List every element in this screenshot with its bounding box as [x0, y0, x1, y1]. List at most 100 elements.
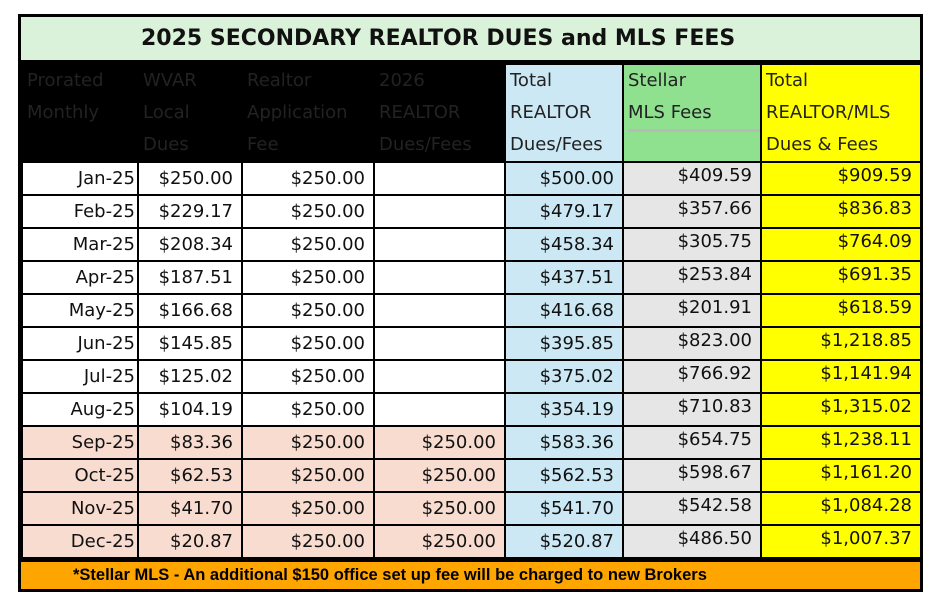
renewal-dues-cell	[373, 392, 506, 427]
local-dues-cell: $62.53	[137, 458, 243, 493]
total-dues-cell: $416.68	[504, 293, 624, 328]
month-cell: Dec-25	[21, 524, 139, 559]
local-dues-cell: $145.85	[137, 326, 243, 361]
grand-total-cell: $1,315.02	[760, 392, 922, 427]
header-row: Prorated Monthly WVAR Local Dues Realtor App…	[21, 63, 922, 163]
month-cell: Mar-25	[21, 227, 139, 262]
local-dues-cell: $20.87	[137, 524, 243, 559]
month-cell: Jun-25	[21, 326, 139, 361]
grand-total-cell: $1,238.11	[760, 425, 922, 460]
mls-fees-cell: $357.66	[622, 194, 762, 229]
total-dues-cell: $375.02	[504, 359, 624, 394]
month-cell: May-25	[21, 293, 139, 328]
fees-table: Prorated Monthly WVAR Local Dues Realtor App…	[21, 63, 922, 559]
month-cell: Jul-25	[21, 359, 139, 394]
footnote: *Stellar MLS - An additional $150 office…	[21, 559, 920, 589]
local-dues-cell: $125.02	[137, 359, 243, 394]
application-fee-cell: $250.00	[241, 524, 375, 559]
grand-total-cell: $618.59	[760, 293, 922, 328]
month-cell: Apr-25	[21, 260, 139, 295]
dues-fees-sheet: 2025 SECONDARY REALTOR DUES and MLS FEES…	[18, 14, 923, 592]
month-cell: Aug-25	[21, 392, 139, 427]
renewal-dues-cell	[373, 194, 506, 229]
month-cell: Oct-25	[21, 458, 139, 493]
application-fee-cell: $250.00	[241, 161, 375, 196]
local-dues-cell: $250.00	[137, 161, 243, 196]
total-dues-cell: $562.53	[504, 458, 624, 493]
table-row: Apr-25 $187.51 $250.00 $437.51 $253.84 $691.3…	[21, 260, 922, 295]
total-dues-cell: $583.36	[504, 425, 624, 460]
grand-total-cell: $764.09	[760, 227, 922, 262]
application-fee-cell: $250.00	[241, 326, 375, 361]
table-row: Sep-25 $83.36 $250.00 $250.00 $583.36 $654.75…	[21, 425, 922, 460]
month-cell: Jan-25	[21, 161, 139, 196]
month-cell: Nov-25	[21, 491, 139, 526]
header-stellar-mls-fees: Stellar MLS Fees	[622, 63, 762, 163]
grand-total-cell: $1,007.37	[760, 524, 922, 559]
application-fee-cell: $250.00	[241, 425, 375, 460]
table-row: Jan-25 $250.00 $250.00 $500.00 $409.59 $909.5…	[21, 161, 922, 196]
local-dues-cell: $104.19	[137, 392, 243, 427]
application-fee-cell: $250.00	[241, 359, 375, 394]
grand-total-cell: $1,161.20	[760, 458, 922, 493]
total-dues-cell: $354.19	[504, 392, 624, 427]
table-row: May-25 $166.68 $250.00 $416.68 $201.91 $618.5…	[21, 293, 922, 328]
table-row: Aug-25 $104.19 $250.00 $354.19 $710.83 $1,315…	[21, 392, 922, 427]
total-dues-cell: $395.85	[504, 326, 624, 361]
total-dues-cell: $437.51	[504, 260, 624, 295]
table-row: Jun-25 $145.85 $250.00 $395.85 $823.00 $1,218…	[21, 326, 922, 361]
application-fee-cell: $250.00	[241, 194, 375, 229]
page-title: 2025 SECONDARY REALTOR DUES and MLS FEES	[21, 17, 920, 63]
renewal-dues-cell: $250.00	[373, 425, 506, 460]
application-fee-cell: $250.00	[241, 260, 375, 295]
grand-total-cell: $1,084.28	[760, 491, 922, 526]
mls-fees-cell: $201.91	[622, 293, 762, 328]
mls-fees-cell: $409.59	[622, 161, 762, 196]
month-cell: Feb-25	[21, 194, 139, 229]
renewal-dues-cell	[373, 260, 506, 295]
renewal-dues-cell	[373, 227, 506, 262]
mls-fees-cell: $253.84	[622, 260, 762, 295]
header-total-realtor-dues: Total REALTOR Dues/Fees	[504, 63, 624, 163]
mls-fees-cell: $654.75	[622, 425, 762, 460]
header-wvar-local-dues: WVAR Local Dues	[137, 63, 243, 163]
renewal-dues-cell: $250.00	[373, 491, 506, 526]
application-fee-cell: $250.00	[241, 392, 375, 427]
grand-total-cell: $691.35	[760, 260, 922, 295]
month-cell: Sep-25	[21, 425, 139, 460]
total-dues-cell: $458.34	[504, 227, 624, 262]
grand-total-cell: $909.59	[760, 161, 922, 196]
local-dues-cell: $166.68	[137, 293, 243, 328]
application-fee-cell: $250.00	[241, 458, 375, 493]
header-total-realtor-mls: Total REALTOR/MLS Dues & Fees	[760, 63, 922, 163]
local-dues-cell: $208.34	[137, 227, 243, 262]
grand-total-cell: $1,141.94	[760, 359, 922, 394]
total-dues-cell: $479.17	[504, 194, 624, 229]
mls-fees-cell: $305.75	[622, 227, 762, 262]
grand-total-cell: $1,218.85	[760, 326, 922, 361]
mls-fees-cell: $542.58	[622, 491, 762, 526]
grand-total-cell: $836.83	[760, 194, 922, 229]
header-prorated-monthly: Prorated Monthly	[21, 63, 139, 163]
total-dues-cell: $541.70	[504, 491, 624, 526]
table-row: Jul-25 $125.02 $250.00 $375.02 $766.92 $1,141…	[21, 359, 922, 394]
renewal-dues-cell	[373, 293, 506, 328]
mls-fees-cell: $710.83	[622, 392, 762, 427]
renewal-dues-cell: $250.00	[373, 458, 506, 493]
table-row: Dec-25 $20.87 $250.00 $250.00 $520.87 $486.50…	[21, 524, 922, 559]
local-dues-cell: $83.36	[137, 425, 243, 460]
local-dues-cell: $229.17	[137, 194, 243, 229]
application-fee-cell: $250.00	[241, 293, 375, 328]
total-dues-cell: $500.00	[504, 161, 624, 196]
total-dues-cell: $520.87	[504, 524, 624, 559]
application-fee-cell: $250.00	[241, 227, 375, 262]
local-dues-cell: $187.51	[137, 260, 243, 295]
table-row: Mar-25 $208.34 $250.00 $458.34 $305.75 $764.0…	[21, 227, 922, 262]
mls-fees-cell: $766.92	[622, 359, 762, 394]
renewal-dues-cell: $250.00	[373, 524, 506, 559]
renewal-dues-cell	[373, 359, 506, 394]
renewal-dues-cell	[373, 161, 506, 196]
local-dues-cell: $41.70	[137, 491, 243, 526]
table-row: Oct-25 $62.53 $250.00 $250.00 $562.53 $598.67…	[21, 458, 922, 493]
header-application-fee: Realtor Application Fee	[241, 63, 375, 163]
